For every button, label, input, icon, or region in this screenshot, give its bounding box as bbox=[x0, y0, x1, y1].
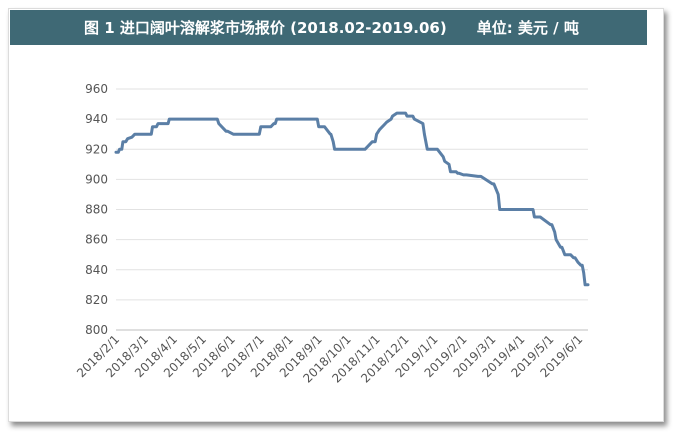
series-line bbox=[114, 111, 590, 287]
chart-header: 图 1 进口阔叶溶解浆市场报价 (2018.02-2019.06) 单位: 美元… bbox=[10, 10, 647, 45]
grid-lines bbox=[116, 88, 588, 331]
y-tick-label: 840 bbox=[85, 263, 108, 277]
y-tick-label: 940 bbox=[85, 112, 108, 126]
y-tick-label: 900 bbox=[85, 172, 108, 186]
y-tick-label: 820 bbox=[85, 293, 108, 307]
y-tick-label: 960 bbox=[85, 82, 108, 96]
chart-unit: 单位: 美元 / 吨 bbox=[476, 19, 579, 37]
x-axis-ticks: 2018/2/12018/3/12018/4/12018/5/12018/6/1… bbox=[74, 332, 585, 385]
y-tick-label: 920 bbox=[85, 142, 108, 156]
y-tick-label: 860 bbox=[85, 233, 108, 247]
y-tick-label: 880 bbox=[85, 203, 108, 217]
chart-title: 图 1 进口阔叶溶解浆市场报价 (2018.02-2019.06) bbox=[84, 19, 447, 37]
y-axis-ticks: 800 820 840 860 880 900 920 940 960 bbox=[85, 82, 108, 337]
y-tick-label: 800 bbox=[85, 323, 108, 337]
chart-frame bbox=[8, 8, 664, 422]
